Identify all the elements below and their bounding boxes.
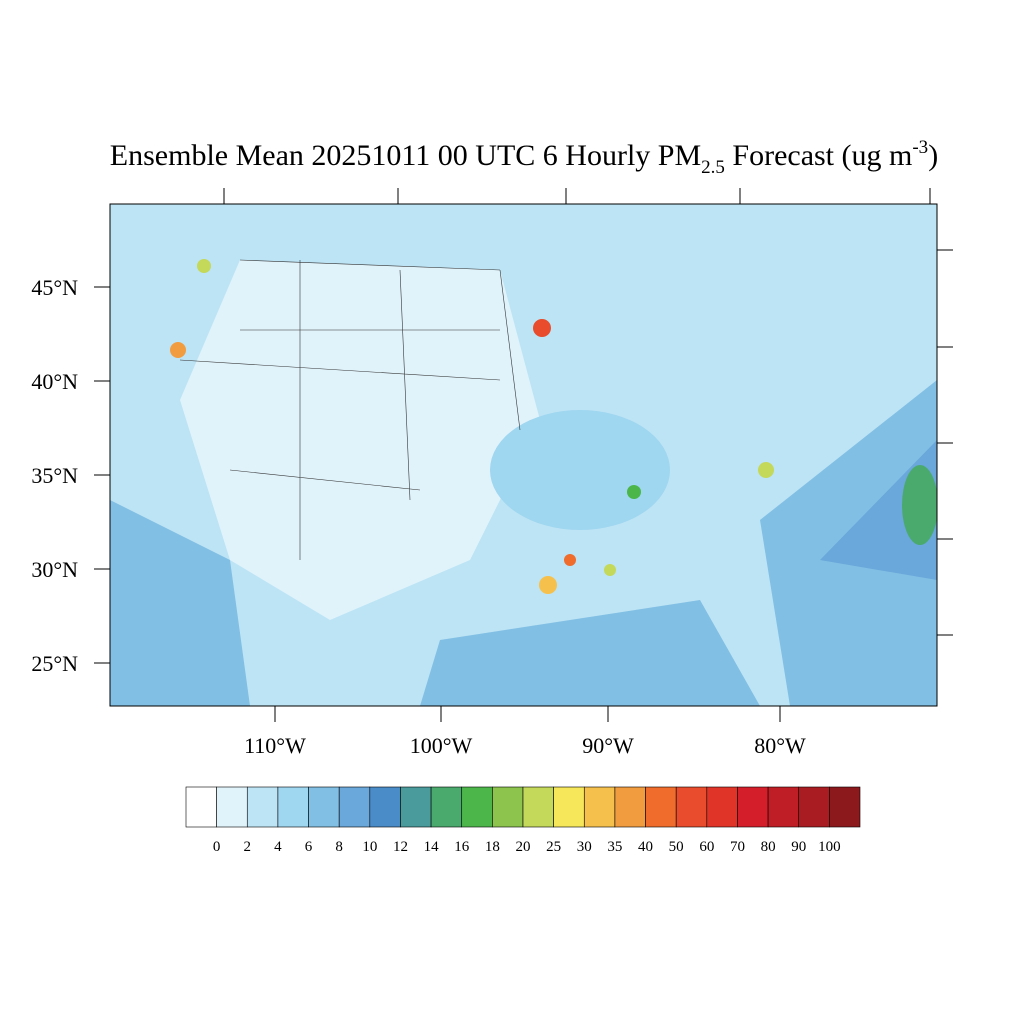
lat-label: 30°N: [31, 557, 78, 582]
colorbar-box: [308, 786, 340, 828]
colorbar-label: 30: [577, 839, 592, 855]
lat-label: 45°N: [31, 275, 78, 300]
colorbar-label: 70: [730, 839, 745, 855]
land-low: [180, 260, 540, 620]
colorbar-box: [829, 786, 861, 828]
colorbar-label: 50: [669, 839, 684, 855]
title: Ensemble Mean 20251011 00 UTC 6 Hourly P…: [110, 137, 938, 178]
colorbar-label: 18: [485, 839, 500, 855]
gulf: [420, 600, 760, 706]
title-subscript: 2.5: [701, 157, 725, 178]
hotspot: [564, 554, 576, 566]
colorbar-label: 10: [362, 839, 377, 855]
colorbar: 0 2 4 6 8 10 12 14 16 18 20 25 30 35 40 50 60 70 80 90 100: [185, 786, 861, 855]
lat-label: 25°N: [31, 651, 78, 676]
colorbar-box: [430, 786, 463, 828]
colorbar-label: 0: [213, 839, 221, 855]
colorbar-box: [461, 786, 493, 828]
colorbar-label: 35: [607, 839, 622, 855]
colorbar-box: [369, 786, 401, 828]
colorbar-box: [614, 786, 646, 828]
colorbar-box: [338, 786, 371, 828]
lon-label: 100°W: [410, 733, 473, 758]
colorbar-label: 4: [274, 839, 282, 855]
colorbar-box: [798, 786, 830, 828]
colorbar-label: 100: [818, 839, 841, 855]
ocean-west: [110, 500, 250, 706]
lat-label: 35°N: [31, 463, 78, 488]
colorbar-box: [492, 786, 524, 828]
colorbar-box: [185, 786, 217, 828]
atlantic-plume: [820, 440, 937, 580]
map: [94, 188, 953, 722]
colorbar-label: 14: [424, 839, 440, 855]
title-end: ): [928, 139, 938, 172]
colorbar-box: [522, 786, 554, 828]
map-frame: [109, 203, 938, 707]
colorbar-label: 25: [546, 839, 561, 855]
colorbar-box: [675, 786, 708, 828]
colorbar-label: 8: [335, 839, 343, 855]
title-middle: Forecast (ug m: [725, 139, 912, 172]
hotspot: [758, 462, 774, 478]
hotspot: [170, 342, 186, 358]
colorbar-box: [246, 786, 279, 828]
colorbar-label: 2: [244, 839, 252, 855]
hotspot: [539, 576, 557, 594]
lat-label: 40°N: [31, 369, 78, 394]
hotspot: [533, 319, 551, 337]
colorbar-box: [553, 786, 585, 828]
lon-label: 90°W: [582, 733, 634, 758]
colorbar-label: 12: [393, 839, 408, 855]
colorbar-label: 6: [305, 839, 313, 855]
lon-label: 110°W: [244, 733, 306, 758]
colorbar-box: [583, 786, 616, 828]
plume: [902, 465, 937, 545]
colorbar-label: 40: [638, 839, 653, 855]
colorbar-box: [277, 786, 309, 828]
title-text: Ensemble Mean 20251011 00 UTC 6 Hourly P…: [110, 139, 701, 172]
hotspot: [197, 259, 211, 273]
colorbar-label: 90: [791, 839, 806, 855]
colorbar-box: [400, 786, 432, 828]
hotspot: [627, 485, 641, 499]
haze: [490, 410, 670, 530]
colorbar-label: 20: [516, 839, 531, 855]
colorbar-label: 80: [761, 839, 776, 855]
colorbar-box: [706, 786, 738, 828]
colorbar-box: [216, 786, 248, 828]
title-superscript: -3: [912, 137, 928, 158]
colorbar-label: 16: [454, 839, 470, 855]
colorbar-box: [767, 786, 800, 828]
borders: [179, 259, 521, 560]
hotspot: [604, 564, 616, 576]
colorbar-label: 60: [699, 839, 714, 855]
ticks: [94, 188, 953, 722]
lon-label: 80°W: [754, 733, 806, 758]
colorbar-box: [645, 786, 677, 828]
colorbar-box: [737, 786, 769, 828]
